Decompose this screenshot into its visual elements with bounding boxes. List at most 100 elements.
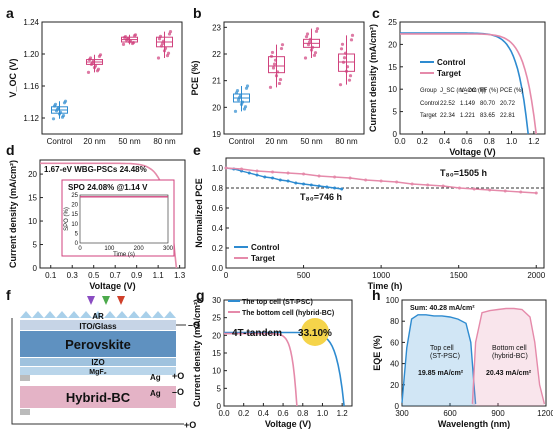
- panel-b-point: [313, 51, 318, 55]
- ar-texture: [20, 311, 176, 318]
- panel-b-point: [280, 43, 285, 47]
- panel-d-annotation-spo: SPO 24.08% @1.14 V: [68, 183, 148, 192]
- panel-h-ylabel: EQE (%): [372, 335, 382, 371]
- panel-a-point: [157, 37, 162, 41]
- panel-a-ytick-label: 1.12: [23, 114, 39, 123]
- panel-d-inset-ytick: 15: [71, 212, 78, 218]
- panel-c-xtick-label: 0.8: [484, 137, 496, 146]
- panel-d-xtick-label: 0.1: [45, 271, 57, 280]
- panel-e-point: [271, 176, 275, 180]
- panel-e-ylabel: Normalized PCE: [194, 178, 204, 248]
- panel-b-point: [277, 81, 282, 86]
- panel-g-ytick-label: 20: [212, 331, 221, 340]
- panel-e-ytick-label: 1.0: [212, 164, 224, 173]
- panel-b-ytick-label: 23: [212, 23, 221, 32]
- panel-b-point: [310, 45, 315, 49]
- panel-g-burst-icon: [301, 318, 329, 346]
- panel-label-b: b: [193, 5, 202, 21]
- panel-h-top-sub: (ST-PSC): [430, 353, 460, 360]
- panel-b-point: [274, 74, 279, 78]
- panel-e-point: [255, 173, 259, 177]
- panel-g-tandem-label: 4T-tandem: [232, 328, 282, 339]
- panel-g-xtick-label: 0.6: [278, 409, 290, 418]
- layer-label-ar: AR: [92, 312, 104, 321]
- panel-b-point: [270, 50, 275, 55]
- panel-e-point: [317, 174, 321, 178]
- panel-c-ytick-label: 25: [388, 18, 397, 27]
- panel-c-table-header: FF (%): [480, 88, 498, 94]
- panel-d-inset-axes: [79, 194, 169, 244]
- panel-b-point: [350, 33, 355, 37]
- panel-b-ytick-label: 19: [212, 130, 221, 139]
- panel-g-legend-label: The top cell (ST-PSC): [242, 299, 313, 306]
- panel-d-ylabel: Current density (mA/cm²): [8, 160, 18, 268]
- panel-label-f: f: [6, 287, 11, 303]
- panel-e-point: [488, 188, 492, 192]
- panel-b-point: [242, 107, 247, 111]
- panel-c-ytick-label: 0: [393, 130, 398, 139]
- panel-d-inset-xtick: 0: [78, 246, 82, 252]
- panel-b-point: [339, 47, 344, 51]
- panel-d-xlabel: Voltage (V): [89, 281, 135, 291]
- panel-a-point: [160, 42, 165, 46]
- panel-g-xtick-label: 0.0: [218, 409, 230, 418]
- panel-c-frame: [399, 21, 546, 135]
- layer-label-mgf2: MgF₂: [89, 369, 107, 376]
- panel-b-point: [314, 29, 319, 33]
- wire-bottom: [11, 318, 184, 425]
- layer-label-izo: IZO: [91, 358, 104, 367]
- panel-g-series-line: [224, 332, 298, 407]
- panel-c-table-cell: 20.72: [500, 101, 516, 107]
- panel-e-ytick-label: 0.0: [212, 264, 224, 273]
- panel-e-point: [333, 175, 337, 179]
- panel-b-point: [345, 65, 350, 69]
- panel-a-point: [89, 62, 94, 66]
- panel-c-xtick-label: 0.0: [394, 137, 406, 146]
- panel-c-series-line: [400, 32, 529, 135]
- panel-a-point: [130, 41, 135, 46]
- panel-c-table-cell: Target: [420, 113, 437, 119]
- panel-e-point: [247, 171, 251, 175]
- panel-g-xlabel: Voltage (V): [265, 419, 311, 429]
- panel-c-xtick-label: 0.4: [439, 137, 451, 146]
- panel-c-xtick-label: 0.6: [461, 137, 473, 146]
- panel-d-ytick-label: 10: [28, 217, 37, 226]
- panel-c-table-cell: 80.70: [480, 101, 496, 107]
- panel-a-point: [51, 117, 56, 121]
- panel-e-xtick-label: 1000: [372, 271, 390, 280]
- panel-d-inset-xtick: 300: [163, 246, 174, 252]
- panel-d-series-line: [40, 162, 178, 269]
- panel-e-point: [224, 166, 228, 170]
- panel-e-legend-label: Target: [251, 254, 275, 263]
- panel-d-annotation-efficiency: 1.67-eV WBG-PSCs 24.48%: [44, 165, 147, 174]
- panel-b-point: [309, 48, 314, 52]
- panel-a-point: [166, 51, 171, 55]
- panel-d-ytick-label: 0: [33, 264, 38, 273]
- panel-d-xtick-label: 0.7: [110, 271, 122, 280]
- light-arrow-2-icon: [102, 296, 110, 305]
- terminal-bottom-sign: +O: [184, 420, 196, 430]
- panel-b-ytick-label: 22: [212, 50, 221, 59]
- panel-h-bottom-label: Bottom cell: [492, 345, 527, 352]
- panel-e-point: [317, 184, 321, 188]
- panel-e-point: [379, 179, 383, 183]
- panel-g-ytick-label: 10: [212, 367, 221, 376]
- panel-label-a: a: [6, 5, 14, 21]
- layer-perovskite: [20, 331, 176, 357]
- panel-a-category-label: 80 nm: [153, 137, 176, 146]
- panel-h-top-label: Top cell: [430, 345, 454, 352]
- panel-b-ytick-label: 21: [212, 77, 221, 86]
- panel-d-xtick-label: 0.5: [88, 271, 100, 280]
- panel-b-point: [348, 74, 353, 78]
- panel-g-xtick-label: 0.2: [238, 409, 250, 418]
- panel-e-xtick-label: 0: [224, 271, 229, 280]
- panel-b-point: [341, 60, 346, 64]
- panel-e-series-line: [225, 167, 342, 190]
- panel-e-point: [325, 185, 329, 189]
- panel-g-ytick-label: 0: [217, 402, 222, 411]
- panel-g-ytick-label: 5: [217, 384, 222, 393]
- panel-d-xtick-label: 0.3: [67, 271, 79, 280]
- panel-e-xtick-label: 2000: [527, 271, 545, 280]
- panel-e-point: [278, 178, 282, 182]
- panel-b-point: [272, 62, 277, 66]
